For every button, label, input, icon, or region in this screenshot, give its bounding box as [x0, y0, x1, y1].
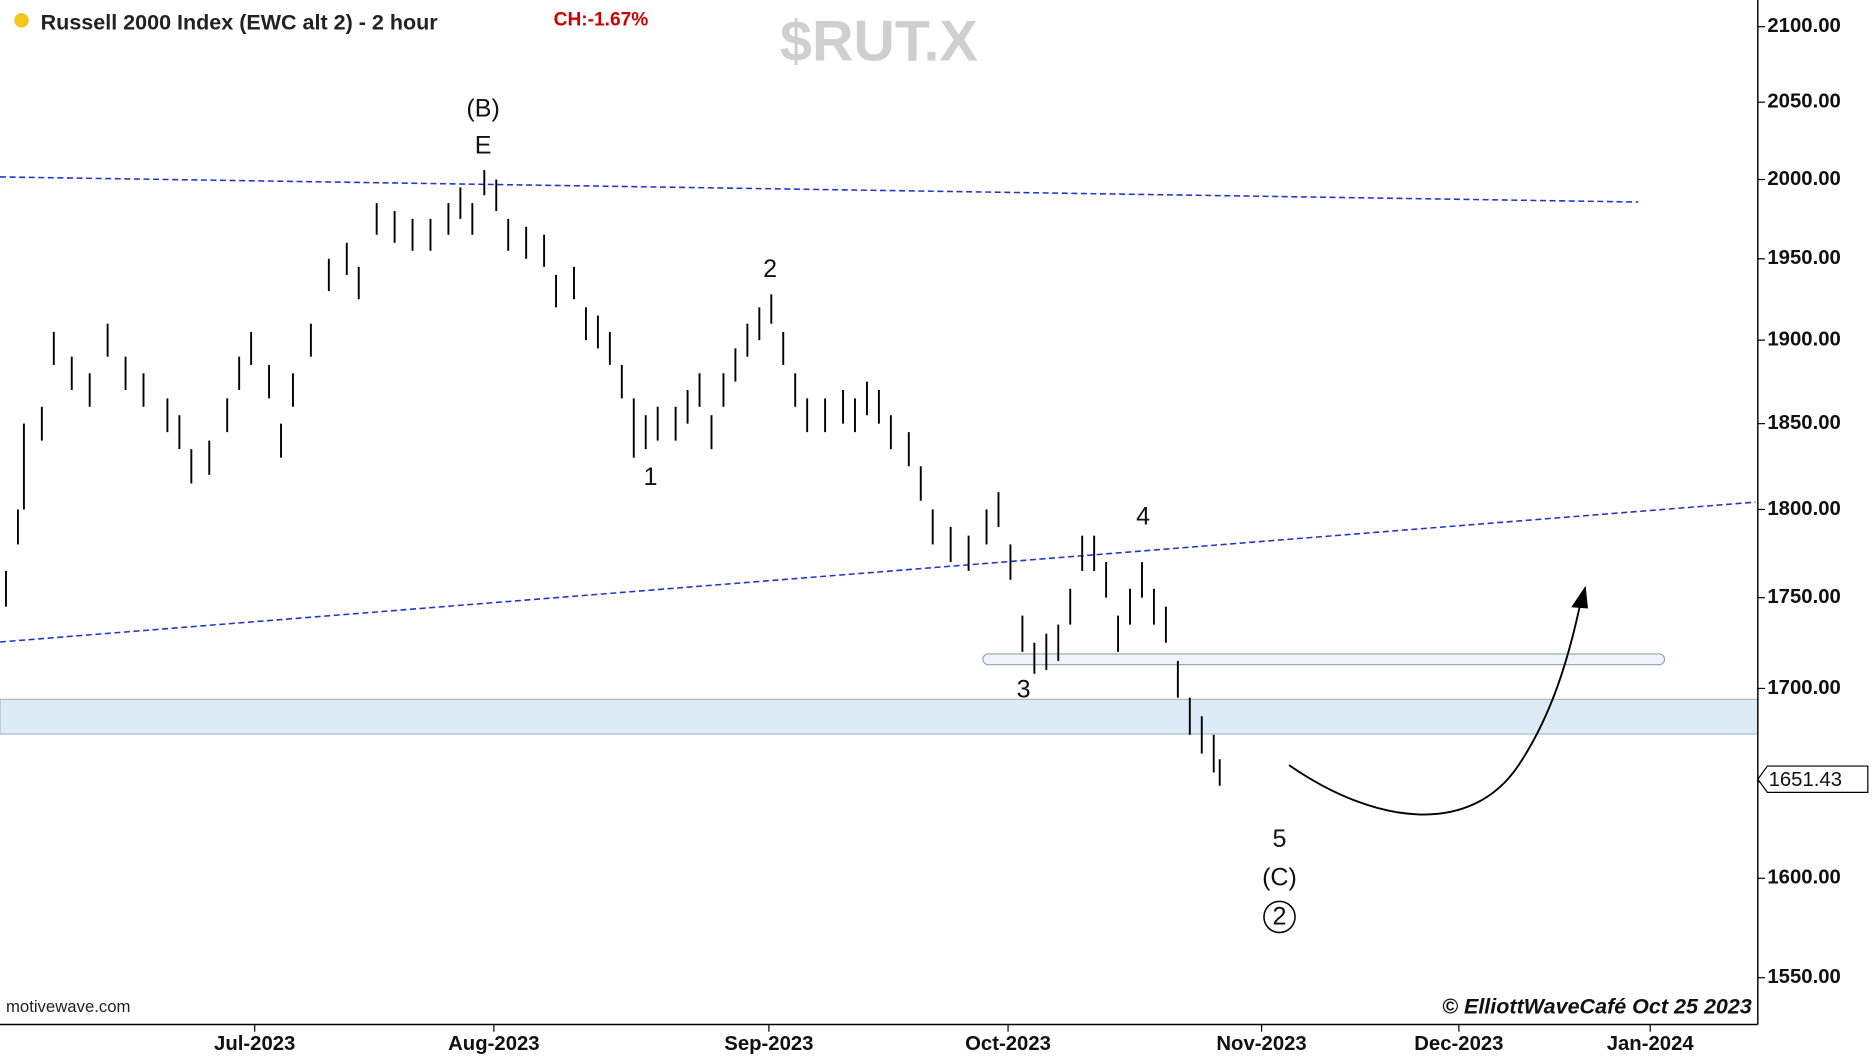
y-tick-label: 1900.00: [1767, 329, 1840, 351]
price-tag: [1757, 765, 1869, 793]
upper-trendline: [0, 176, 1639, 203]
y-tick-label: 1950.00: [1767, 247, 1840, 269]
target-zone: [982, 653, 1666, 666]
y-tick-label: 1700.00: [1767, 677, 1840, 699]
wave-label: E: [475, 132, 492, 160]
lower-trendline: [0, 501, 1756, 643]
y-tick-label: 2050.00: [1767, 91, 1840, 113]
wave-label: (B): [466, 95, 499, 123]
x-tick-label: Jul-2023: [214, 1033, 295, 1055]
y-tick-label: 1550.00: [1767, 966, 1840, 988]
credit: © ElliottWaveCafé Oct 25 2023: [1442, 994, 1752, 1018]
y-tick-label: 2100.00: [1767, 15, 1840, 37]
x-tick-label: Oct-2023: [965, 1033, 1051, 1055]
chart-title: Russell 2000 Index (EWC alt 2) - 2 hour: [41, 11, 439, 35]
wave-label: 4: [1136, 502, 1150, 530]
y-tick-label: 1600.00: [1767, 867, 1840, 889]
wave-label: 2: [763, 255, 777, 283]
change-label: CH:-1.67%: [554, 9, 649, 30]
projection-arrow: [1288, 601, 1582, 816]
wave-label: 3: [1017, 676, 1031, 704]
x-tick-label: Sep-2023: [724, 1033, 813, 1055]
y-tick-label: 1750.00: [1767, 586, 1840, 608]
wave-label: 5: [1273, 825, 1287, 853]
wave-label: 2: [1273, 903, 1287, 931]
x-tick-label: Jan-2024: [1607, 1033, 1695, 1055]
status-dot: [14, 13, 29, 28]
x-tick-label: Aug-2023: [448, 1033, 539, 1055]
support-zone: [0, 698, 1759, 735]
y-tick-label: 1850.00: [1767, 412, 1840, 434]
wave-label: (C): [1262, 863, 1297, 891]
wave-circle: [1263, 900, 1296, 934]
price-tag-label: 1651.43: [1769, 769, 1842, 791]
source: motivewave.com: [6, 997, 131, 1016]
x-tick-label: Nov-2023: [1216, 1033, 1306, 1055]
symbol-watermark: $RUT.X: [780, 10, 978, 74]
y-tick-label: 1800.00: [1767, 498, 1840, 520]
wave-label: 1: [644, 463, 658, 491]
x-tick-label: Dec-2023: [1414, 1033, 1503, 1055]
y-tick-label: 2000.00: [1767, 168, 1840, 190]
arrow-head: [1571, 585, 1589, 609]
